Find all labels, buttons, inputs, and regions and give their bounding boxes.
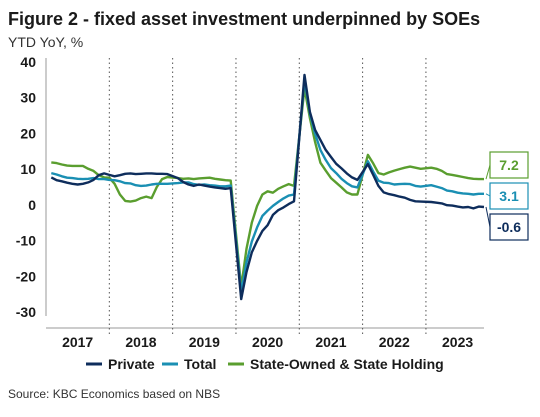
legend-item-total: Total xyxy=(162,356,216,372)
callout-connector xyxy=(485,206,491,228)
legend-label: State-Owned & State Holding xyxy=(250,356,444,372)
y-tick-label: -30 xyxy=(16,304,36,320)
legend-item-private: Private xyxy=(86,356,155,372)
y-tick-label: 0 xyxy=(28,197,36,213)
callout-box xyxy=(489,151,529,179)
y-tick-label: 30 xyxy=(20,90,36,106)
callout-connector xyxy=(485,164,491,180)
end-label-total: 3.1 xyxy=(485,182,529,210)
legend: Private Total State-Owned & State Holding xyxy=(86,356,444,372)
line-chart: 40 30 20 10 0 -10 -20 -30 2017 2018 2019 2020 2021 20… xyxy=(16,54,529,372)
x-tick-label: 2022 xyxy=(379,334,410,350)
x-tick-label: 2019 xyxy=(189,334,220,350)
y-tick-label: -20 xyxy=(16,268,36,284)
legend-label: Total xyxy=(184,356,216,372)
chart-title: Figure 2 - fixed asset investment underp… xyxy=(8,9,481,29)
end-label-private: -0.6 xyxy=(485,206,529,241)
callout-connector xyxy=(485,193,491,197)
x-tick-label: 2023 xyxy=(442,334,473,350)
legend-label: Private xyxy=(108,356,155,372)
callout-value: 7.2 xyxy=(499,157,519,173)
chart-subtitle: YTD YoY, % xyxy=(8,34,84,50)
legend-item-soe: State-Owned & State Holding xyxy=(228,356,444,372)
series-line-soe xyxy=(51,86,484,289)
x-tick-label: 2020 xyxy=(252,334,283,350)
series-line-total xyxy=(50,78,484,294)
end-value-labels: 7.2 3.1 -0.6 xyxy=(485,151,529,241)
y-tick-label: 10 xyxy=(20,161,36,177)
y-tick-label: 40 xyxy=(20,54,36,70)
axes: 40 30 20 10 0 -10 -20 -30 2017 2018 2019 2020 2021 20… xyxy=(16,54,484,350)
x-tick-label: 2017 xyxy=(62,334,93,350)
callout-value: 3.1 xyxy=(499,188,519,204)
x-tick-label: 2018 xyxy=(125,334,156,350)
callout-value: -0.6 xyxy=(497,219,521,235)
series-line-private xyxy=(50,73,485,301)
source-note: Source: KBC Economics based on NBS xyxy=(8,387,221,401)
series-lines xyxy=(50,73,485,301)
x-tick-label: 2021 xyxy=(315,334,346,350)
end-label-soe: 7.2 xyxy=(485,151,529,180)
y-tick-label: -10 xyxy=(16,233,36,249)
callout-box xyxy=(489,213,529,241)
callout-box xyxy=(489,182,529,210)
y-tick-label: 20 xyxy=(20,125,36,141)
